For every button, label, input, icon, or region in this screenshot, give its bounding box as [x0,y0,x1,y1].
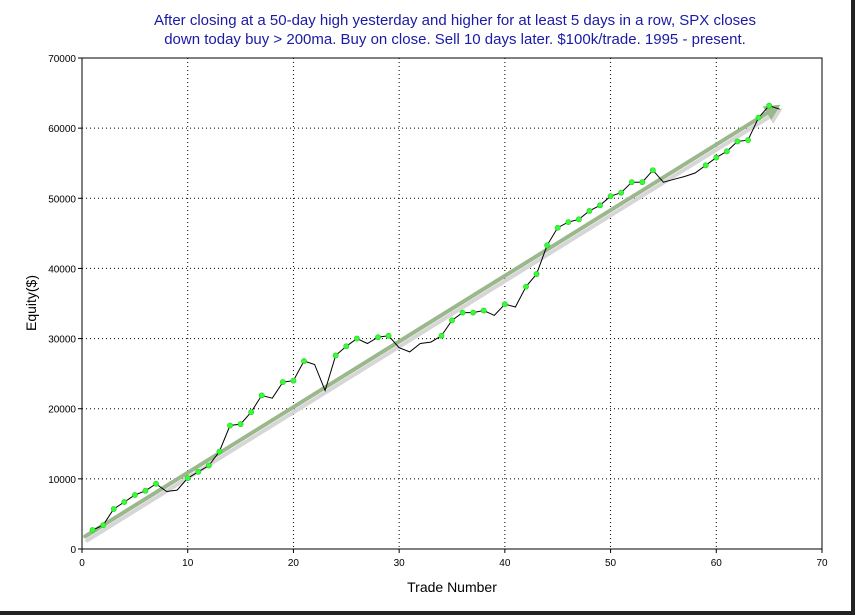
equity-point [205,462,212,469]
equity-point [449,317,455,324]
equity-point [353,335,360,342]
x-axis-title: Trade Number [407,579,497,595]
y-tick-label: 30000 [48,335,76,346]
equity-point [121,499,128,505]
y-tick-label: 40000 [48,264,76,275]
x-tick-label: 0 [79,558,85,569]
x-tick-label: 50 [605,558,617,569]
equity-point [597,202,603,209]
equity-point [290,377,297,384]
x-tick-label: 40 [499,558,511,569]
equity-point [142,487,149,494]
equity-point [89,527,96,533]
y-tick-label: 10000 [48,475,76,486]
grid [82,58,822,549]
equity-point [607,193,614,200]
equity-point [523,283,529,290]
equity-point [332,352,339,359]
equity-point [248,409,255,416]
equity-point [459,309,466,316]
y-tick-label: 70000 [48,54,76,65]
y-tick-label: 0 [70,545,76,556]
equity-point [110,506,117,512]
y-axis-title: Equity($) [23,275,39,331]
equity-point [628,179,635,186]
x-tick-label: 30 [394,558,406,569]
y-tick-label: 20000 [48,405,76,416]
equity-point [184,475,191,482]
equity-point [702,162,709,169]
x-tick-label: 60 [711,558,723,569]
chart-title-line-1: After closing at a 50-day high yesterday… [154,12,756,29]
x-tick-label: 10 [182,558,194,569]
x-tick-label: 70 [816,558,828,569]
equity-markers [89,102,773,533]
equity-point [375,334,381,341]
equity-point [575,216,582,223]
equity-point [216,448,223,455]
equity-point [227,422,233,429]
equity-point [649,167,656,174]
equity-point [385,332,392,339]
y-tick-label: 50000 [48,194,76,205]
equity-point [639,179,646,186]
equity-point [100,522,107,529]
trend-arrow-line [83,104,781,539]
equity-point [734,138,741,145]
equity-point [153,480,159,487]
equity-point [470,309,477,316]
equity-point [279,379,286,385]
chart-title-line-2: down today buy > 200ma. Buy on close. Se… [164,31,746,48]
equity-point [258,392,265,399]
equity-point [745,137,751,143]
equity-point [766,102,773,109]
equity-point [343,343,350,350]
equity-point [755,114,762,121]
equity-point [501,301,508,308]
equity-point [438,332,445,339]
equity-point [131,492,138,498]
equity-point [195,468,202,475]
equity-point [713,154,720,161]
equity-point [565,219,572,226]
x-tick-label: 20 [288,558,300,569]
equity-point [723,148,730,155]
equity-point [554,224,561,231]
equity-point [301,358,307,364]
equity-point [533,271,540,277]
y-tick-label: 60000 [48,124,76,135]
equity-point [237,421,244,428]
equity-point [618,189,625,196]
equity-point [586,208,593,214]
axis-ticks: 0 10 20 30 40 50 60 70 0 10000 20000 30000 40000 5000… [48,54,828,569]
equity-point [544,242,551,249]
equity-point [480,307,487,314]
